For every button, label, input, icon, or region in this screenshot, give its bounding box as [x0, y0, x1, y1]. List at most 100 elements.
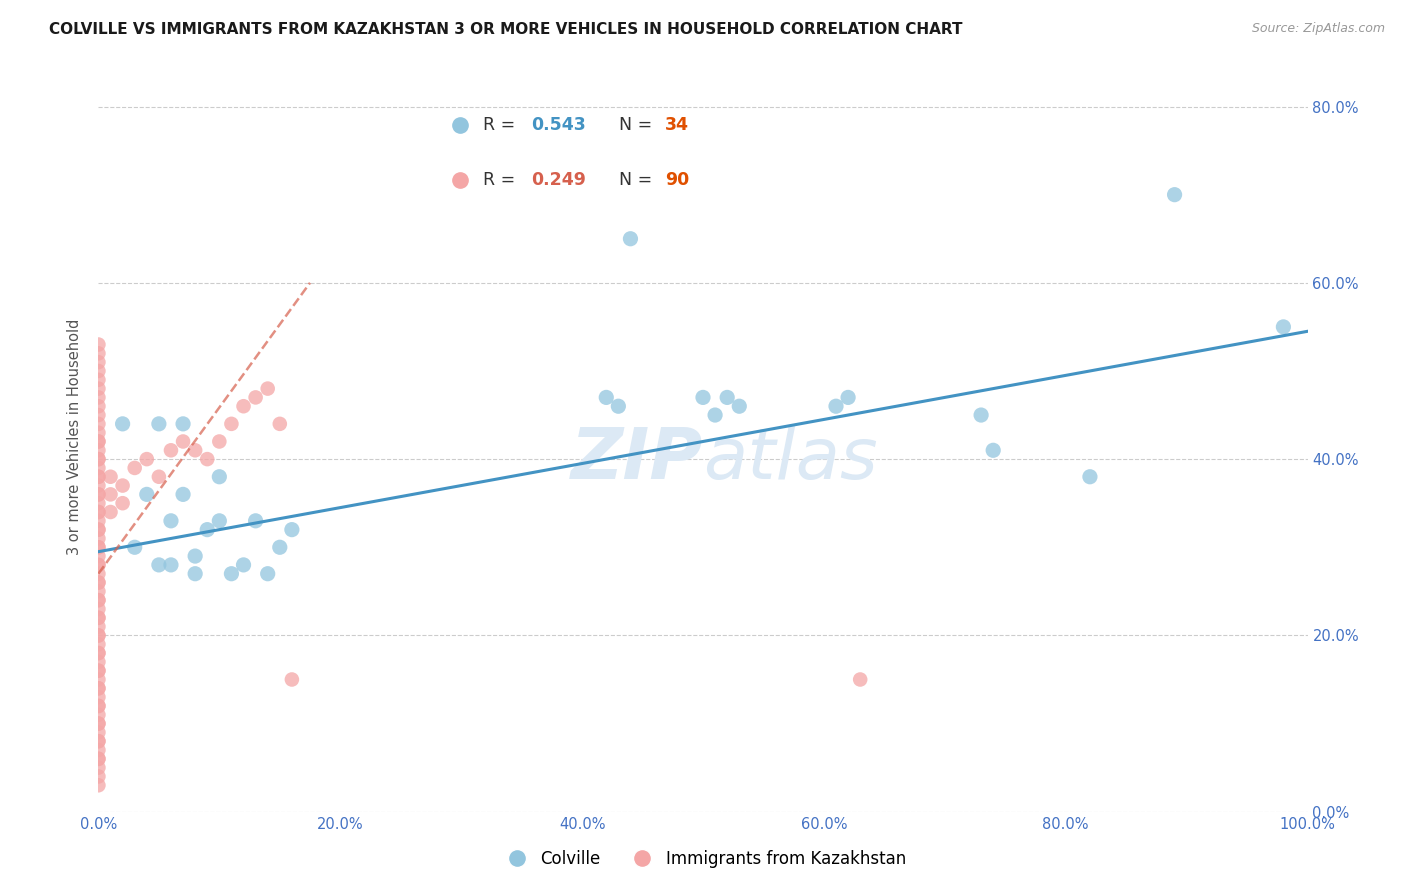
Point — [87, 478, 110, 492]
Point — [100, 469, 122, 483]
Point — [981, 443, 1004, 458]
Point — [160, 558, 183, 572]
Point — [221, 417, 243, 431]
Point — [87, 391, 110, 405]
Point — [87, 619, 110, 633]
Point — [87, 346, 110, 360]
Point — [87, 716, 110, 731]
Point — [87, 698, 110, 713]
Point — [87, 487, 110, 501]
Point — [269, 417, 291, 431]
Point — [172, 417, 194, 431]
Point — [87, 461, 110, 475]
Point — [607, 399, 630, 413]
Text: atlas: atlas — [703, 425, 877, 494]
Point — [148, 417, 170, 431]
Point — [87, 734, 110, 748]
Point — [87, 505, 110, 519]
Point — [87, 541, 110, 555]
Point — [87, 364, 110, 378]
Point — [87, 681, 110, 696]
Point — [208, 514, 231, 528]
Point — [87, 655, 110, 669]
Point — [87, 408, 110, 422]
Point — [148, 558, 170, 572]
Point — [184, 443, 207, 458]
Point — [100, 487, 122, 501]
Point — [87, 602, 110, 616]
Point — [87, 593, 110, 607]
Point — [87, 743, 110, 757]
Point — [87, 575, 110, 590]
Point — [87, 646, 110, 660]
Y-axis label: 3 or more Vehicles in Household: 3 or more Vehicles in Household — [67, 319, 83, 555]
Point — [256, 382, 278, 396]
Point — [87, 761, 110, 775]
Point — [87, 584, 110, 599]
Point — [970, 408, 993, 422]
Point — [87, 575, 110, 590]
Point — [269, 541, 291, 555]
Point — [87, 558, 110, 572]
Point — [195, 523, 218, 537]
Point — [692, 391, 714, 405]
Point — [87, 523, 110, 537]
Point — [87, 611, 110, 625]
Point — [1078, 469, 1101, 483]
Point — [87, 443, 110, 458]
Point — [87, 707, 110, 722]
Point — [87, 541, 110, 555]
Point — [837, 391, 859, 405]
Point — [160, 514, 183, 528]
Point — [87, 778, 110, 792]
Point — [619, 232, 641, 246]
Point — [221, 566, 243, 581]
Point — [135, 487, 157, 501]
Text: COLVILLE VS IMMIGRANTS FROM KAZAKHSTAN 3 OR MORE VEHICLES IN HOUSEHOLD CORRELATI: COLVILLE VS IMMIGRANTS FROM KAZAKHSTAN 3… — [49, 22, 963, 37]
Point — [825, 399, 848, 413]
Point — [100, 505, 122, 519]
Point — [87, 469, 110, 483]
Point — [87, 373, 110, 387]
Point — [87, 611, 110, 625]
Point — [87, 425, 110, 440]
Point — [87, 487, 110, 501]
Point — [208, 469, 231, 483]
Point — [135, 452, 157, 467]
Point — [728, 399, 751, 413]
Point — [232, 399, 254, 413]
Point — [208, 434, 231, 449]
Point — [87, 452, 110, 467]
Point — [87, 646, 110, 660]
Point — [716, 391, 738, 405]
Point — [111, 496, 134, 510]
Point — [111, 478, 134, 492]
Text: ZIP: ZIP — [571, 425, 703, 494]
Point — [87, 752, 110, 766]
Text: Source: ZipAtlas.com: Source: ZipAtlas.com — [1251, 22, 1385, 36]
Point — [87, 769, 110, 783]
Point — [245, 514, 267, 528]
Point — [87, 690, 110, 705]
Point — [87, 637, 110, 651]
Point — [172, 434, 194, 449]
Point — [87, 505, 110, 519]
Point — [87, 593, 110, 607]
Point — [704, 408, 727, 422]
Point — [184, 566, 207, 581]
Point — [184, 549, 207, 563]
Point — [87, 532, 110, 546]
Point — [195, 452, 218, 467]
Point — [124, 541, 146, 555]
Point — [87, 752, 110, 766]
Point — [87, 628, 110, 642]
Point — [87, 628, 110, 642]
Point — [87, 734, 110, 748]
Point — [87, 399, 110, 413]
Point — [87, 725, 110, 739]
Point — [87, 664, 110, 678]
Point — [124, 461, 146, 475]
Point — [87, 523, 110, 537]
Point — [87, 549, 110, 563]
Point — [87, 514, 110, 528]
